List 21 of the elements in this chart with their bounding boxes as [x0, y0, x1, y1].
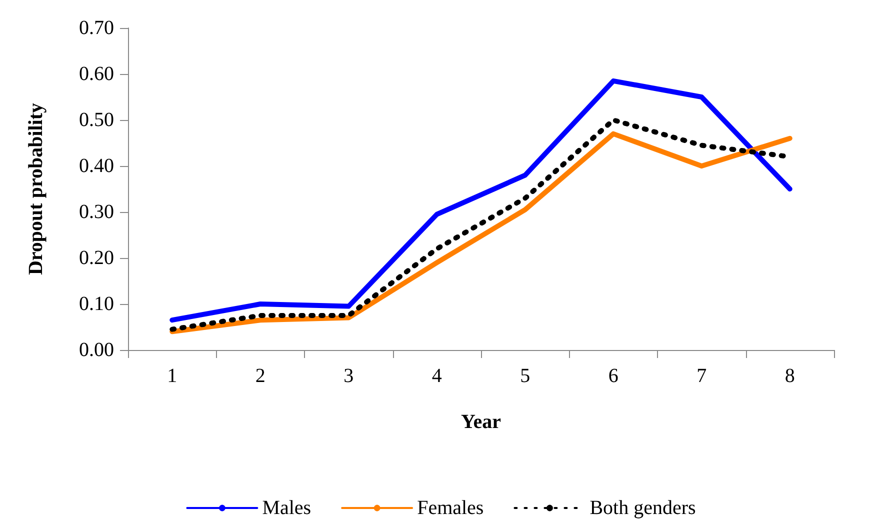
x-tick-label: 4 [432, 365, 442, 387]
legend-label: Both genders [590, 497, 696, 519]
y-tick-label: 0.50 [79, 109, 114, 131]
y-axis-title: Dropout probability [25, 102, 47, 276]
y-tick-label: 0.30 [79, 201, 114, 223]
x-tick-label: 7 [696, 365, 707, 387]
x-tick-label: 1 [167, 365, 178, 387]
y-tick-label: 0.00 [79, 339, 114, 361]
y-tick-label: 0.40 [79, 155, 114, 177]
x-tick-label: 5 [520, 365, 530, 387]
y-tick-label: 0.70 [79, 17, 114, 39]
x-axis-title: Year [461, 411, 502, 433]
y-tick-label: 0.10 [79, 293, 114, 315]
y-tick-label: 0.20 [79, 247, 114, 269]
legend-label: Males [262, 497, 312, 519]
y-tick-label: 0.60 [79, 63, 114, 85]
x-tick-label: 6 [608, 365, 618, 387]
legend-label: Females [417, 497, 484, 519]
x-tick-label: 8 [784, 365, 795, 387]
x-tick-label: 3 [344, 365, 354, 387]
x-tick-label: 2 [255, 365, 266, 387]
